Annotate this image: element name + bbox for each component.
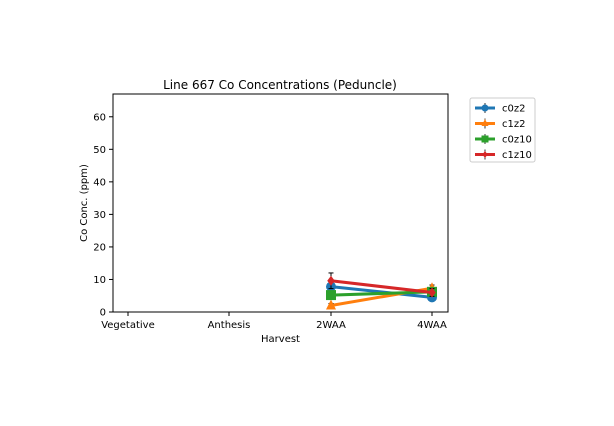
legend-item-c0z2: c0z2 (475, 103, 525, 115)
series-line (330, 279, 433, 294)
legend-item-c1z2: c1z2 (475, 118, 525, 130)
y-tick-label: 60 (93, 112, 106, 123)
y-tick-label: 40 (93, 177, 106, 188)
y-axis-label: Co Conc. (ppm) (79, 164, 90, 242)
marker-triangle (481, 119, 489, 126)
legend-item-c0z10: c0z10 (475, 134, 532, 146)
x-tick-label: Anthesis (208, 320, 251, 331)
legend-label: c1z2 (502, 119, 525, 130)
marker-square (326, 290, 336, 301)
marker-square (481, 135, 489, 143)
legend: c0z2 c1z2 c0z10 c1z10 (469, 97, 536, 163)
x-tick-label: 2WAA (316, 320, 346, 331)
legend-item-c1z10: c1z10 (475, 149, 532, 161)
plot-area (326, 272, 437, 310)
plot-frame (112, 93, 449, 313)
legend-label: c1z10 (502, 150, 532, 161)
y-tick-label: 30 (93, 210, 106, 221)
legend-label: c0z2 (502, 104, 525, 115)
y-tick-label: 10 (93, 275, 106, 286)
legend-label: c0z10 (502, 135, 532, 146)
x-tick-label: 4WAA (417, 320, 447, 331)
x-tick-label: Vegetative (101, 320, 155, 331)
y-tick-label: 0 (100, 308, 106, 319)
marker-circle (481, 104, 489, 112)
y-tick-label: 20 (93, 242, 106, 253)
x-axis-label: Harvest (261, 334, 300, 345)
legend-box (469, 97, 536, 163)
axes: 0 10 20 30 40 50 60 Vegetative Anthesis 2WAA 4WAA (93, 112, 447, 331)
chart-title: Line 667 Co Concentrations (Peduncle) (163, 78, 397, 92)
series-line (330, 290, 433, 297)
marker-diamond (482, 151, 488, 158)
series-c1z10 (327, 272, 436, 298)
marker-diamond (327, 275, 335, 286)
marker-diamond (428, 287, 436, 298)
y-tick-label: 50 (93, 145, 106, 156)
marker-triangle (326, 299, 336, 310)
